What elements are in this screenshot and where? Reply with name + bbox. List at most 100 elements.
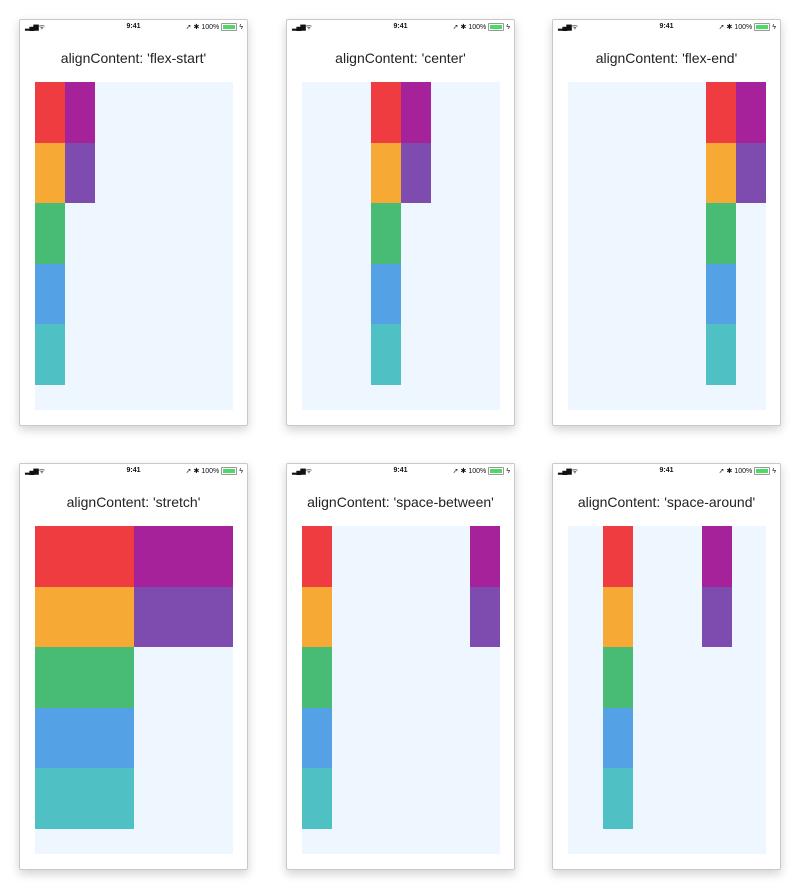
charging-icon: ϟ <box>506 467 510 475</box>
battery-icon <box>488 467 505 475</box>
flex-container <box>302 526 500 854</box>
flex-container <box>35 526 233 854</box>
flex-box-2 <box>35 142 65 204</box>
location-icon: ➚ <box>185 468 192 475</box>
flex-box-5 <box>302 768 332 829</box>
bluetooth-icon: ✱ <box>726 24 733 31</box>
signal-icon: ▂▄▆ ᯤ <box>558 468 578 475</box>
battery-icon <box>754 467 771 475</box>
flex-box-7 <box>65 142 95 204</box>
flex-container <box>568 526 766 854</box>
flex-box-6 <box>470 526 500 587</box>
flex-box-5 <box>706 324 736 385</box>
flex-container <box>302 82 500 410</box>
flex-box-2 <box>371 142 401 204</box>
flex-box-5 <box>35 768 134 829</box>
flex-box-7 <box>401 142 431 204</box>
battery-percent: 100% <box>201 23 220 31</box>
status-bar: ▂▄▆ ᯤ 9:41 ➚ ✱ 100% ϟ <box>287 464 514 478</box>
flex-box-6 <box>701 526 732 587</box>
bluetooth-icon: ✱ <box>460 24 467 31</box>
flex-box-4 <box>35 263 65 325</box>
status-bar: ▂▄▆ ᯤ 9:41 ➚ ✱ 100% ϟ <box>20 464 247 478</box>
signal-icon: ▂▄▆ ᯤ <box>25 24 45 31</box>
flex-box-7 <box>134 586 233 648</box>
status-time: 9:41 <box>126 23 141 30</box>
page-title: alignContent: 'stretch' <box>66 494 201 510</box>
flex-box-3 <box>35 647 134 708</box>
flex-box-1 <box>602 526 633 587</box>
status-time: 9:41 <box>659 467 674 474</box>
flex-box-4 <box>35 707 134 769</box>
flex-box-5 <box>602 768 633 829</box>
page-title: alignContent: 'flex-start' <box>60 50 207 66</box>
location-icon: ➚ <box>718 24 725 31</box>
battery-percent: 100% <box>468 23 487 31</box>
location-icon: ➚ <box>185 24 192 31</box>
charging-icon: ϟ <box>506 23 510 31</box>
status-time: 9:41 <box>393 467 408 474</box>
flex-box-7 <box>470 586 500 648</box>
status-time: 9:41 <box>126 467 141 474</box>
signal-icon: ▂▄▆ ᯤ <box>25 468 45 475</box>
battery-percent: 100% <box>468 467 487 475</box>
charging-icon: ϟ <box>239 23 243 31</box>
bluetooth-icon: ✱ <box>726 468 733 475</box>
flex-box-4 <box>602 707 633 769</box>
phone-screen-flex-end: ▂▄▆ ᯤ 9:41 ➚ ✱ 100% ϟ alignContent: 'flex… <box>552 19 781 426</box>
flex-container <box>35 82 233 410</box>
flex-box-4 <box>706 263 736 325</box>
battery-percent: 100% <box>201 467 220 475</box>
flex-box-3 <box>706 203 736 264</box>
phone-screen-stretch: ▂▄▆ ᯤ 9:41 ➚ ✱ 100% ϟ alignContent: 'stre… <box>19 463 248 870</box>
page-title: alignContent: 'flex-end' <box>595 50 738 66</box>
status-bar: ▂▄▆ ᯤ 9:41 ➚ ✱ 100% ϟ <box>553 464 780 478</box>
flex-box-4 <box>371 263 401 325</box>
bluetooth-icon: ✱ <box>460 468 467 475</box>
flex-box-1 <box>35 526 134 587</box>
page-title: alignContent: 'space-around' <box>577 494 756 510</box>
location-icon: ➚ <box>452 468 459 475</box>
phone-screen-space-between: ▂▄▆ ᯤ 9:41 ➚ ✱ 100% ϟ alignContent: 'spac… <box>286 463 515 870</box>
flex-box-1 <box>371 82 401 143</box>
status-time: 9:41 <box>393 23 408 30</box>
location-icon: ➚ <box>718 468 725 475</box>
flex-box-3 <box>35 203 65 264</box>
flex-box-1 <box>35 82 65 143</box>
phone-screen-center: ▂▄▆ ᯤ 9:41 ➚ ✱ 100% ϟ alignContent: 'cent… <box>286 19 515 426</box>
bluetooth-icon: ✱ <box>193 468 200 475</box>
flex-box-2 <box>602 586 633 648</box>
status-time: 9:41 <box>659 23 674 30</box>
flex-box-7 <box>736 142 766 204</box>
flex-box-3 <box>371 203 401 264</box>
flex-box-6 <box>65 82 95 143</box>
charging-icon: ϟ <box>772 467 776 475</box>
flex-box-5 <box>35 324 65 385</box>
flex-box-6 <box>736 82 766 143</box>
bluetooth-icon: ✱ <box>193 24 200 31</box>
phone-screen-flex-start: ▂▄▆ ᯤ 9:41 ➚ ✱ 100% ϟ alignContent: 'flex… <box>19 19 248 426</box>
page-title: alignContent: 'center' <box>335 50 466 66</box>
battery-icon <box>221 467 238 475</box>
location-icon: ➚ <box>452 24 459 31</box>
charging-icon: ϟ <box>772 23 776 31</box>
flex-box-6 <box>401 82 431 143</box>
charging-icon: ϟ <box>239 467 243 475</box>
battery-icon <box>488 23 505 31</box>
flex-box-7 <box>701 586 732 648</box>
flex-box-2 <box>35 586 134 648</box>
signal-icon: ▂▄▆ ᯤ <box>558 24 578 31</box>
status-bar: ▂▄▆ ᯤ 9:41 ➚ ✱ 100% ϟ <box>20 20 247 34</box>
phone-screen-space-around: ▂▄▆ ᯤ 9:41 ➚ ✱ 100% ϟ alignContent: 'spac… <box>552 463 781 870</box>
battery-icon <box>754 23 771 31</box>
signal-icon: ▂▄▆ ᯤ <box>292 24 312 31</box>
flex-box-2 <box>706 142 736 204</box>
battery-percent: 100% <box>734 467 753 475</box>
flex-box-1 <box>706 82 736 143</box>
flex-container <box>568 82 766 410</box>
flex-box-3 <box>602 647 633 708</box>
battery-percent: 100% <box>734 23 753 31</box>
flex-box-5 <box>371 324 401 385</box>
flex-box-6 <box>134 526 233 587</box>
flex-box-4 <box>302 707 332 769</box>
